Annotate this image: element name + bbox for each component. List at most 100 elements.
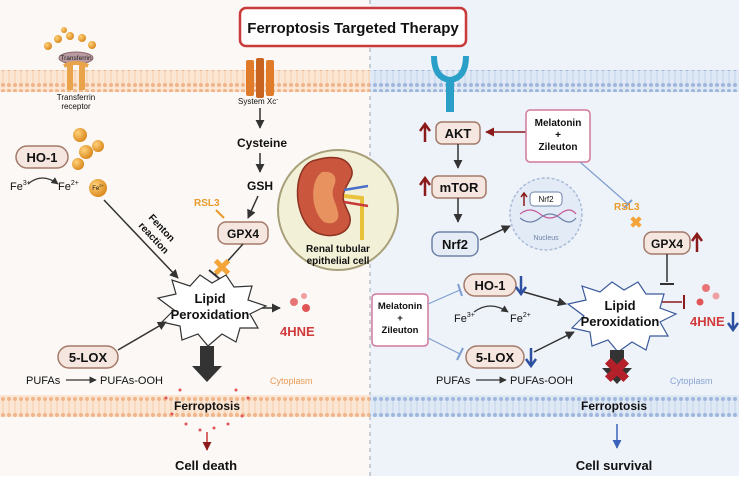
transferrin-label: Transferrin — [60, 55, 92, 62]
lox-label-left: 5-LOX — [69, 350, 108, 365]
transferrin-receptor-icon — [44, 27, 96, 90]
hne-label-left: 4HNE — [280, 324, 315, 339]
ferroptosis-label-left: Ferroptosis — [174, 399, 240, 413]
nucleus-nrf2-label: Nrf2 — [538, 195, 554, 204]
drug2-inhibit-lox-bar — [456, 347, 464, 361]
fenton-arrow — [103, 199, 179, 279]
title-box — [238, 6, 468, 48]
lox-label-right: 5-LOX — [476, 350, 515, 365]
drug-box-2 — [371, 293, 429, 347]
pufas-ooh-label-left: PUFAs-OOH — [100, 375, 163, 387]
fe2-ball-label: Fe2+ — [92, 183, 104, 192]
ho1-node-right — [463, 273, 517, 297]
ho1-to-lipid-arrow-right — [523, 291, 567, 307]
cysteine-label: Cysteine — [237, 136, 287, 150]
gpx4-label-left: GPX4 — [227, 227, 259, 241]
pufas-label-right: PUFAs — [436, 375, 471, 387]
transferrin-receptor-label-1: Transferrin — [57, 93, 95, 102]
page-title: Ferroptosis Targeted Therapy — [247, 20, 459, 37]
cross-icon-left — [213, 258, 231, 276]
right-bottom-membrane — [370, 395, 739, 417]
nucleus-nrf2-up-arrow — [520, 191, 528, 206]
cytoplasm-label-left: Cytoplasm — [270, 376, 313, 386]
renal-cell-label-2: epithelial cell — [307, 256, 370, 267]
drug2-label-1: Melatonin — [378, 301, 423, 312]
drug1-inhibit-gpx4-line — [579, 161, 629, 205]
renal-cell-label-1: Renal tubular — [306, 244, 370, 255]
fe2-label: Fe2+ — [58, 180, 79, 193]
drug1-label-2: + — [555, 130, 561, 141]
dna-icon — [519, 209, 577, 219]
hne-dots-right — [696, 284, 720, 306]
lipid-peroxidation-burst-left — [156, 274, 268, 347]
transferrin-receptor-label-2: receptor — [61, 102, 91, 111]
hne-label-right: 4HNE — [690, 314, 725, 329]
ho1-down-arrow — [514, 276, 528, 297]
lipid-peroxidation-burst-right — [566, 281, 678, 353]
gsh-label: GSH — [247, 179, 273, 193]
pufas-label-left: PUFAs — [26, 375, 61, 387]
gsh-to-gpx4-arrow — [247, 195, 259, 219]
rsl3-label-left: RSL3 — [194, 198, 220, 209]
nrf2-to-nucleus-arrow — [479, 225, 511, 241]
cytoplasm-label-right: Cytoplasm — [670, 376, 713, 386]
drug-box-1 — [525, 109, 591, 163]
right-top-membrane — [370, 70, 739, 92]
big-arrow-head-left — [192, 366, 222, 382]
drug2-inhibit-ho1-line — [427, 289, 461, 305]
mtor-label: mTOR — [440, 180, 479, 195]
hne-dots-left — [290, 293, 310, 312]
cell-death-label: Cell death — [175, 458, 237, 473]
akt-label: AKT — [445, 126, 472, 141]
mtor-node — [431, 175, 487, 199]
lox-to-lipid-arrow-right — [533, 331, 575, 353]
drug1-label-3: Zileuton — [539, 142, 578, 153]
kidney-icon — [296, 156, 369, 240]
lipid-label-2-left: Peroxidation — [171, 307, 250, 322]
fe2-label-right: Fe2+ — [510, 312, 531, 325]
lox-down-arrow — [524, 348, 538, 369]
ho1-label: HO-1 — [26, 150, 57, 165]
drug2-label-2: + — [397, 313, 403, 324]
drug2-label-3: Zileuton — [382, 325, 419, 336]
lipid-label-1-right: Lipid — [604, 298, 635, 313]
fe3-to-fe2-arrow-right — [473, 305, 509, 313]
lox-node-right — [465, 345, 525, 369]
cross-icon-right — [630, 216, 642, 228]
drug1-inhibit-gpx4-bar — [623, 199, 633, 209]
rsl3-inhibit-left — [215, 209, 225, 219]
drug1-label-1: Melatonin — [535, 118, 582, 129]
akt-up-arrow — [418, 121, 432, 142]
rsl3-label-right: RSL3 — [614, 202, 640, 213]
nucleus-label: Nucleus — [533, 235, 559, 242]
pufas-ooh-label-right: PUFAs-OOH — [510, 375, 573, 387]
drug2-inhibit-lox-line — [427, 337, 461, 355]
left-bottom-membrane — [0, 395, 370, 417]
left-top-membrane — [0, 70, 370, 92]
system-xc-icon — [246, 58, 274, 98]
drug2-inhibit-ho1-bar — [457, 283, 463, 297]
lipid-label-2-right: Peroxidation — [581, 314, 660, 329]
fe2-ball-icon — [89, 179, 107, 197]
iron-balls-icon — [72, 128, 104, 170]
fe3-label-right: Fe3+ — [454, 312, 475, 325]
hne-down-arrow — [726, 312, 739, 333]
nrf2-label: Nrf2 — [442, 237, 468, 252]
dna-icon-strand — [519, 213, 577, 223]
receptor-icon-right — [431, 55, 469, 112]
fe3-label: Fe3+ — [10, 180, 31, 193]
big-arrow-shaft-left — [200, 346, 214, 368]
fe3-to-fe2-arrow — [27, 177, 59, 185]
gpx4-label-right: GPX4 — [651, 237, 683, 251]
nucleus-nrf2-node — [529, 191, 563, 207]
ferroptosis-burst-left — [164, 388, 250, 432]
lox-to-lipid-arrow-left — [117, 321, 167, 351]
lipid-label-1-left: Lipid — [194, 291, 225, 306]
mtor-up-arrow — [418, 175, 432, 196]
cell-survival-label: Cell survival — [576, 458, 653, 473]
ho1-label-right: HO-1 — [474, 278, 505, 293]
blocked-cross-icon — [604, 357, 630, 383]
gpx4-up-arrow — [690, 231, 704, 252]
